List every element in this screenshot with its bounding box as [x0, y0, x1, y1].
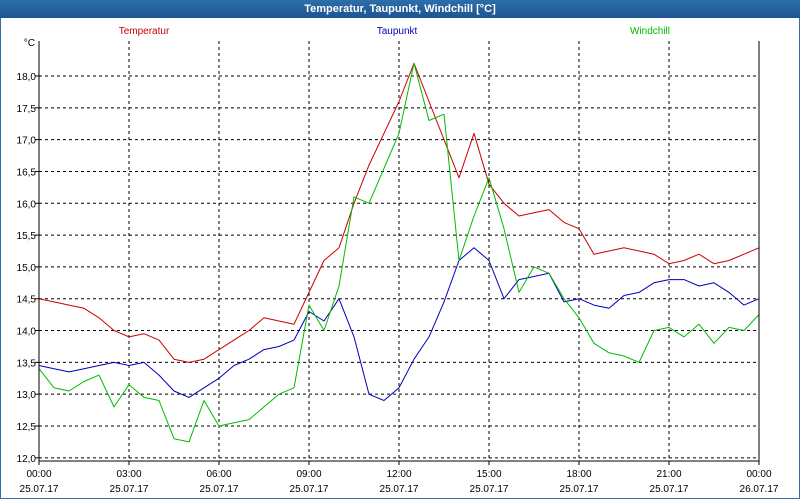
y-tick-label: 17,5 — [17, 104, 37, 115]
plot-background — [0, 18, 800, 500]
legend-temperatur: Temperatur — [119, 26, 170, 37]
x-tick-date-label: 25.07.17 — [650, 484, 689, 495]
y-tick-label: 17,0 — [17, 136, 37, 147]
x-tick-time-label: 06:00 — [206, 469, 231, 480]
legend-taupunkt: Taupunkt — [377, 26, 418, 37]
y-axis-unit-label: °C — [24, 38, 35, 49]
y-tick-label: 18,0 — [17, 72, 37, 83]
y-tick-label: 12,5 — [17, 422, 37, 433]
x-tick-date-label: 26.07.17 — [740, 484, 779, 495]
y-tick-label: 15,5 — [17, 231, 37, 242]
y-tick-label: 16,5 — [17, 167, 37, 178]
x-tick-date-label: 25.07.17 — [470, 484, 509, 495]
y-tick-label: 15,0 — [17, 263, 37, 274]
grid — [39, 41, 759, 461]
x-tick-date-label: 25.07.17 — [200, 484, 239, 495]
y-tick-label: 16,0 — [17, 199, 37, 210]
x-tick-time-label: 00:00 — [746, 469, 771, 480]
series-lines — [38, 62, 760, 443]
x-tick-date-label: 25.07.17 — [20, 484, 59, 495]
y-tick-label: 14,0 — [17, 327, 37, 338]
legend: Temperatur Taupunkt Windchill — [119, 26, 670, 37]
legend-windchill: Windchill — [630, 26, 670, 37]
x-tick-time-label: 12:00 — [386, 469, 411, 480]
x-tick-date-label: 25.07.17 — [110, 484, 149, 495]
x-tick-date-label: 25.07.17 — [290, 484, 329, 495]
x-tick-time-label: 09:00 — [296, 469, 321, 480]
axes — [35, 41, 760, 465]
x-tick-date-label: 25.07.17 — [380, 484, 419, 495]
y-tick-label: 14,5 — [17, 295, 37, 306]
x-tick-time-label: 18:00 — [566, 469, 591, 480]
x-tick-time-label: 21:00 — [656, 469, 681, 480]
series-windchill-line — [38, 62, 760, 443]
y-tick-label: 12,0 — [17, 454, 37, 465]
x-tick-date-label: 25.07.17 — [560, 484, 599, 495]
series-taupunkt-line — [38, 247, 760, 401]
line-chart: 12,0 12,5 13,0 13,5 14,0 14,5 15,0 15,5 16,0 16,5… — [0, 18, 800, 500]
x-tick-time-label: 00:00 — [26, 469, 51, 480]
y-tick-label: 13,0 — [17, 390, 37, 401]
x-tick-time-label: 03:00 — [116, 469, 141, 480]
window-title: Temperatur, Taupunkt, Windchill [°C] — [0, 0, 800, 18]
y-tick-label: 13,5 — [17, 358, 37, 369]
series-temperatur-line — [38, 62, 760, 363]
x-tick-time-label: 15:00 — [476, 469, 501, 480]
tick-labels: 12,0 12,5 13,0 13,5 14,0 14,5 15,0 15,5 16,0 16,5… — [17, 38, 779, 495]
